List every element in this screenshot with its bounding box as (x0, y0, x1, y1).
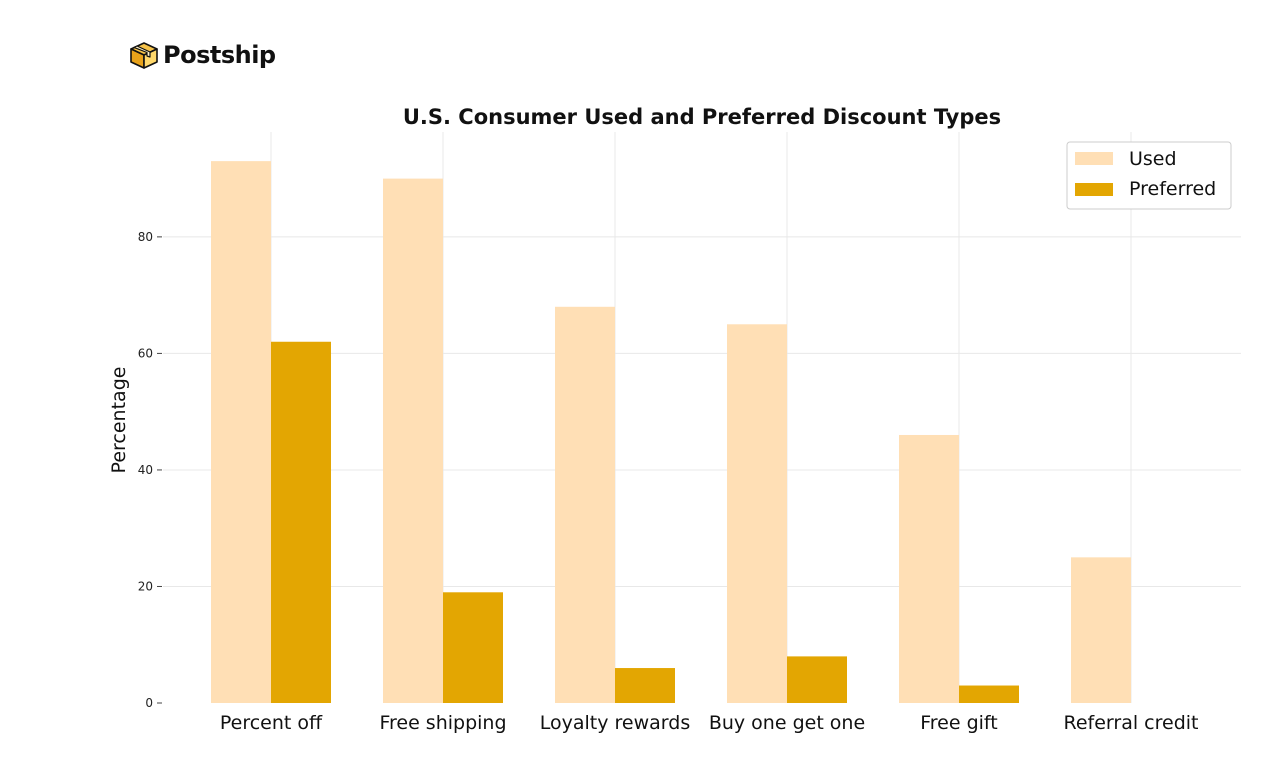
x-tick-label: Loyalty rewards (540, 712, 690, 734)
x-tick-label: Free shipping (379, 712, 506, 734)
y-axis: 0 20 40 60 80 (138, 230, 162, 710)
bar-preferred (787, 656, 847, 703)
y-axis-label: Percentage (108, 367, 130, 474)
x-tick-label: Free gift (920, 712, 998, 734)
x-axis-labels: Percent off Free shipping Loyalty rewards B… (220, 712, 1199, 734)
y-tick-label: 60 (138, 346, 153, 360)
x-tick-label: Percent off (220, 712, 323, 734)
bar-used (899, 434, 959, 703)
bar-preferred (443, 592, 503, 703)
bar-used (211, 161, 271, 703)
bar-preferred (959, 685, 1019, 703)
bar-used (555, 306, 615, 703)
y-tick-label: 80 (138, 230, 153, 244)
legend-label-preferred: Preferred (1129, 178, 1216, 200)
bar-preferred (271, 341, 331, 703)
bar-used (383, 178, 443, 703)
legend-swatch-used (1075, 152, 1113, 165)
brand-name: Postship (163, 41, 276, 69)
y-tick-label: 20 (138, 579, 153, 593)
x-tick-label: Buy one get one (709, 712, 865, 734)
package-icon (130, 42, 158, 69)
brand-logo: Postship (129, 40, 276, 70)
bar-used (727, 324, 787, 703)
bar-used (1071, 557, 1131, 703)
y-tick-label: 40 (138, 463, 153, 477)
bar-preferred (615, 668, 675, 703)
legend: Used Preferred (1066, 141, 1232, 210)
bars (211, 161, 1131, 703)
chart-title: U.S. Consumer Used and Preferred Discoun… (403, 105, 1001, 129)
x-tick-label: Referral credit (1064, 712, 1199, 734)
y-tick-label: 0 (145, 696, 153, 710)
legend-swatch-preferred (1075, 183, 1113, 196)
legend-label-used: Used (1129, 148, 1177, 170)
